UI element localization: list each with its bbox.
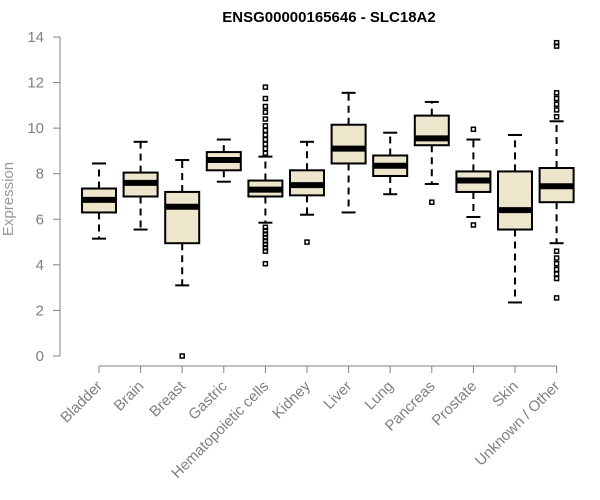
outlier-point [553, 255, 560, 261]
chart-title: ENSG00000165646 - SLC18A2 [222, 9, 435, 26]
box-lung [372, 131, 409, 196]
box-body [497, 170, 533, 231]
outlier-point [553, 39, 560, 46]
y-tick-label: 14 [27, 29, 44, 46]
y-tick-label: 0 [36, 348, 44, 365]
box-skin [497, 133, 533, 304]
outlier-point [262, 123, 269, 129]
outlier-point [262, 84, 269, 90]
outlier-point [553, 248, 560, 254]
outlier-point [553, 107, 560, 113]
outlier-point [553, 266, 560, 273]
outlier-point [470, 126, 477, 133]
outlier-point [553, 260, 560, 267]
y-tick-label: 8 [36, 166, 44, 183]
outlier-point [262, 150, 269, 156]
outlier-point [553, 114, 560, 120]
x-tick-label: Kidney [269, 377, 314, 422]
y-tick-label: 10 [27, 120, 44, 137]
x-tick-label: Skin [489, 378, 522, 411]
box-brain [122, 140, 159, 231]
x-tick-label: Prostate [429, 378, 481, 430]
box-hematopoietic-cells [247, 84, 284, 267]
outlier-point [262, 260, 269, 267]
plot-area [81, 39, 575, 359]
x-tick-label: Lung [361, 378, 397, 414]
x-tick-label: Bladder [57, 378, 106, 427]
outlier-point [262, 132, 269, 138]
outlier-point [262, 127, 269, 134]
box-kidney [289, 140, 325, 245]
box-pancreas [413, 100, 450, 205]
y-tick-label: 6 [36, 211, 44, 228]
y-axis-label: Expression [0, 162, 17, 236]
box-unknown-other [538, 39, 575, 301]
outlier-point [553, 101, 560, 107]
outlier-point [553, 90, 560, 96]
outlier-point [553, 271, 560, 277]
outlier-point [262, 95, 269, 102]
outlier-point [304, 239, 310, 245]
outlier-point [262, 116, 269, 122]
outlier-point [262, 141, 269, 147]
y-tick-label: 12 [27, 75, 44, 92]
x-tick-label: Breast [146, 377, 189, 420]
outlier-point [262, 224, 269, 231]
box-bladder [81, 162, 117, 240]
box-body [330, 123, 367, 165]
y-tick-label: 4 [36, 257, 44, 274]
outlier-point [262, 136, 269, 143]
y-tick-label: 2 [36, 302, 44, 319]
outlier-point [553, 95, 560, 102]
outlier-point [262, 103, 269, 110]
outlier-point [262, 109, 269, 115]
outlier-point [262, 145, 269, 152]
box-breast [164, 159, 201, 359]
x-tick-label: Brain [111, 378, 148, 415]
box-prostate [455, 126, 492, 228]
outlier-point [553, 295, 560, 301]
box-liver [330, 91, 367, 214]
outlier-point [429, 199, 435, 205]
box-gastric [205, 138, 242, 183]
y-axis: 0 2 4 6 8 10 12 14 [27, 29, 61, 365]
x-tick-label: Liver [320, 378, 355, 413]
box-body [164, 190, 201, 245]
outlier-point [470, 222, 477, 228]
outlier-point [179, 353, 185, 359]
outlier-point [553, 275, 560, 282]
